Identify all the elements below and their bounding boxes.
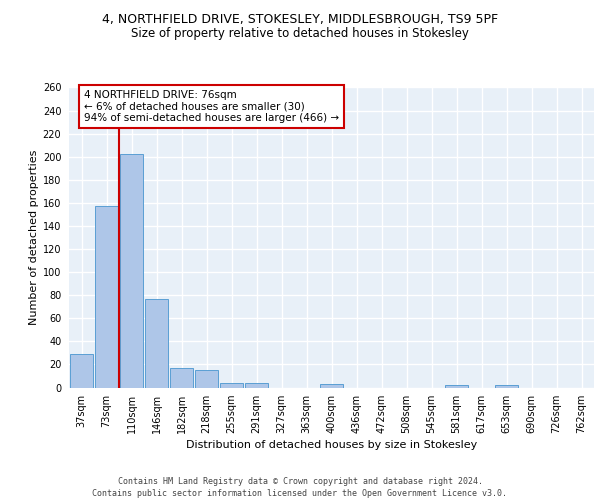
Bar — [195, 370, 218, 388]
Bar — [495, 385, 518, 388]
Text: 4 NORTHFIELD DRIVE: 76sqm
← 6% of detached houses are smaller (30)
94% of semi-d: 4 NORTHFIELD DRIVE: 76sqm ← 6% of detach… — [84, 90, 339, 123]
Text: 4, NORTHFIELD DRIVE, STOKESLEY, MIDDLESBROUGH, TS9 5PF: 4, NORTHFIELD DRIVE, STOKESLEY, MIDDLESB… — [102, 12, 498, 26]
Bar — [445, 385, 468, 388]
Text: Contains HM Land Registry data © Crown copyright and database right 2024.
Contai: Contains HM Land Registry data © Crown c… — [92, 476, 508, 498]
Bar — [245, 383, 268, 388]
Bar — [120, 154, 143, 388]
Bar — [220, 383, 243, 388]
Text: Size of property relative to detached houses in Stokesley: Size of property relative to detached ho… — [131, 28, 469, 40]
Bar — [170, 368, 193, 388]
Bar — [70, 354, 93, 388]
X-axis label: Distribution of detached houses by size in Stokesley: Distribution of detached houses by size … — [186, 440, 477, 450]
Bar — [95, 206, 118, 388]
Bar — [145, 298, 168, 388]
Bar — [320, 384, 343, 388]
Y-axis label: Number of detached properties: Number of detached properties — [29, 150, 38, 325]
